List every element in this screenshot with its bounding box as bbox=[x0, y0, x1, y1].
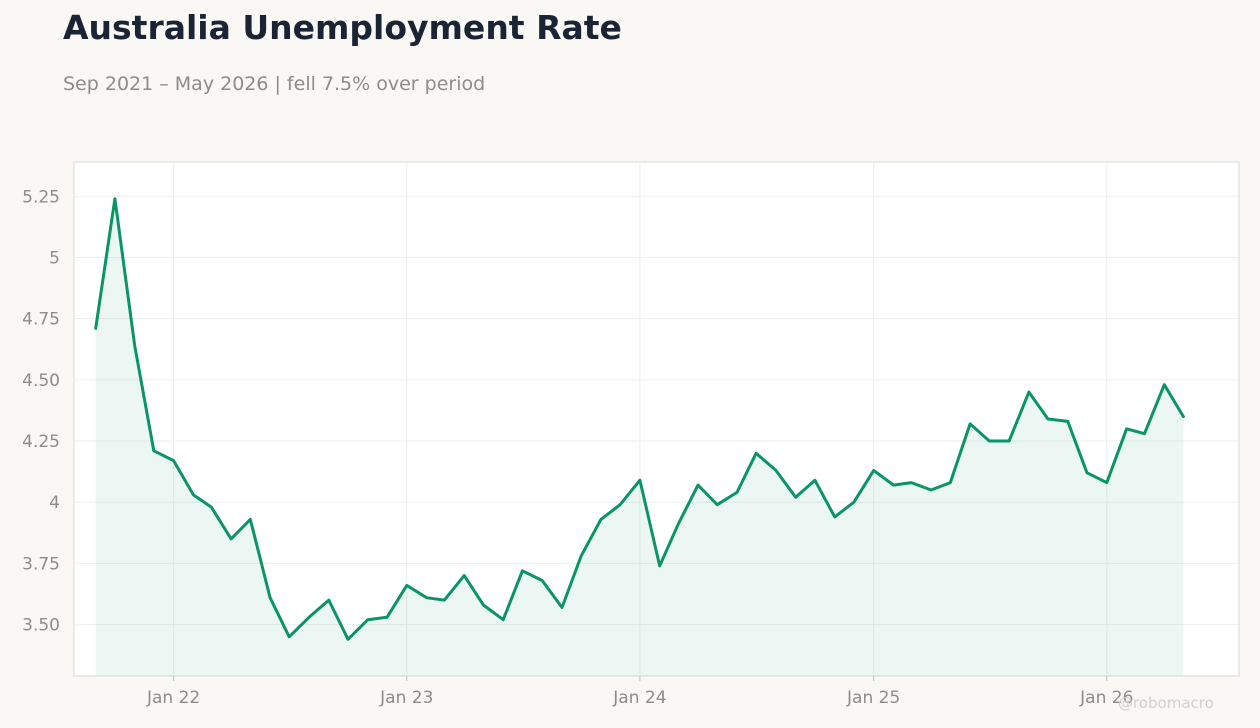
y-tick-label: 4.50 bbox=[22, 371, 60, 391]
y-tick-label: 5.25 bbox=[22, 187, 60, 207]
series-line bbox=[94, 197, 1185, 641]
y-tick-label: 4.25 bbox=[22, 432, 60, 452]
y-tick-label: 4 bbox=[49, 493, 60, 513]
x-tick-label: Jan 22 bbox=[146, 688, 200, 708]
series-area-fill bbox=[95, 198, 1184, 676]
x-tick-label: Jan 25 bbox=[846, 688, 900, 708]
watermark: @robomacro bbox=[1118, 694, 1214, 712]
x-axis-ticks: Jan 22 Jan 23 Jan 24 Jan 25 Jan 26 bbox=[146, 676, 1133, 708]
chart-subtitle: Sep 2021 – May 2026 | fell 7.5% over per… bbox=[63, 73, 486, 95]
y-tick-label: 3.75 bbox=[22, 554, 60, 574]
grid-lines bbox=[74, 162, 1239, 676]
x-tick-label: Jan 26 bbox=[1079, 688, 1133, 708]
chart-title: Australia Unemployment Rate bbox=[63, 8, 622, 47]
x-tick-label: Jan 24 bbox=[612, 688, 666, 708]
y-axis-ticks: 3.50 3.75 4 4.25 4.50 4.75 5 5.25 bbox=[22, 187, 60, 635]
y-tick-label: 4.75 bbox=[22, 310, 60, 330]
y-tick-label: 3.50 bbox=[22, 616, 60, 636]
y-tick-label: 5 bbox=[49, 248, 60, 268]
area-fill-layer bbox=[95, 198, 1184, 676]
x-tick-label: Jan 23 bbox=[379, 688, 433, 708]
series-line-layer bbox=[94, 197, 1185, 641]
